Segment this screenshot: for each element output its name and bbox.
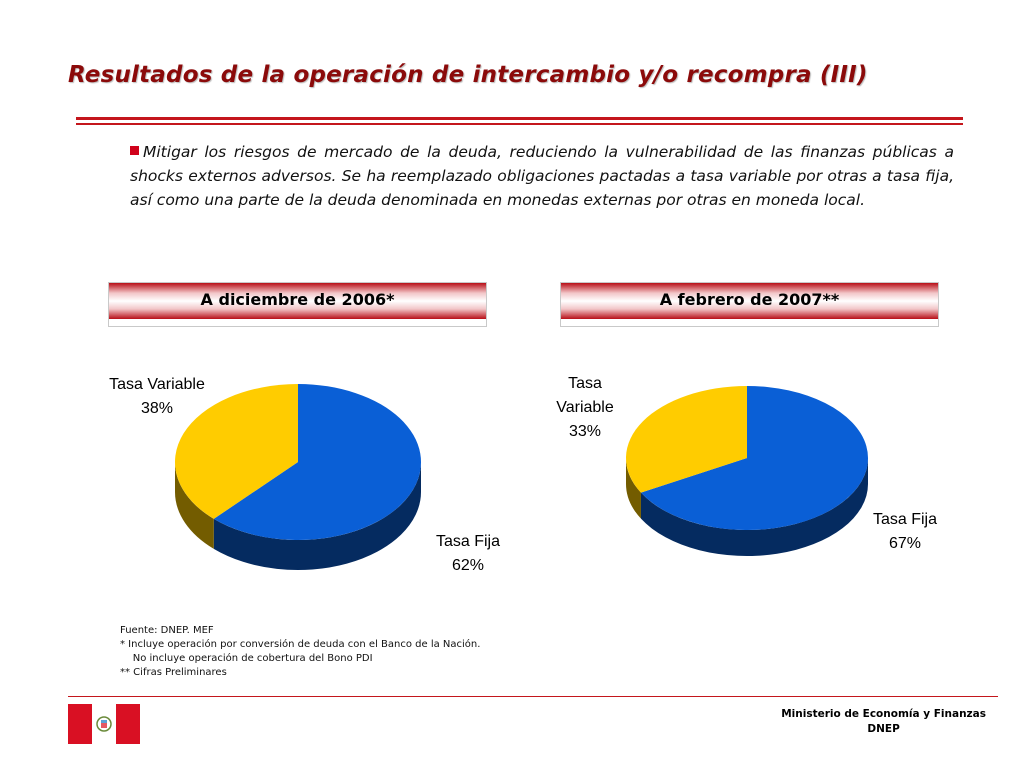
chart1-label-variable: Tasa Variable 38% (82, 373, 232, 421)
pie2007-slice-tasa-variable (626, 386, 747, 493)
chart2-fija-name: Tasa Fija (872, 511, 938, 528)
chart2-title: A febrero de 2007** (659, 290, 840, 309)
chart2-header: A febrero de 2007** (560, 282, 939, 327)
chart1-header: A diciembre de 2006* (108, 282, 487, 327)
coat-of-arms-icon (96, 716, 112, 732)
page-title: Resultados de la operación de intercambi… (68, 62, 868, 88)
chart2-variable-name: Tasa Variable (556, 375, 614, 416)
chart2-label-fija: Tasa Fija 67% (845, 508, 965, 556)
pie2006-slice-tasa-variable (175, 384, 298, 519)
pie2007-slice-tasa-fija (640, 386, 868, 530)
ministry-unit: DNEP (867, 723, 900, 735)
chart2-header-band (561, 283, 938, 319)
pie2007-side-tasa-fija (640, 458, 868, 556)
footer-rule (68, 696, 998, 697)
chart1-fija-name: Tasa Fija (435, 533, 501, 550)
footnotes: Fuente: DNEP. MEF * Incluye operación po… (120, 624, 480, 680)
footnote-3: ** Cifras Preliminares (120, 667, 227, 678)
chart2-fija-value: 67% (888, 535, 922, 552)
peru-flag-logo (68, 704, 140, 744)
pie2007-side-tasa-variable (626, 458, 641, 519)
bullet-square-icon (130, 146, 139, 155)
chart1-header-band (109, 283, 486, 319)
bullet-text: Mitigar los riesgos de mercado de la deu… (130, 143, 954, 209)
pie2006-side-tasa-fija (213, 462, 421, 570)
footnote-source: Fuente: DNEP. MEF (120, 625, 214, 636)
footnote-1: * Incluye operación por conversión de de… (120, 639, 481, 650)
bullet-paragraph: Mitigar los riesgos de mercado de la deu… (130, 140, 954, 212)
chart1-label-fija: Tasa Fija 62% (408, 530, 528, 578)
title-rule-bottom (76, 123, 963, 125)
chart2-label-variable: Tasa Variable 33% (540, 372, 630, 444)
ministry-name: Ministerio de Economía y Finanzas (781, 708, 986, 720)
chart1-fija-value: 62% (451, 557, 485, 574)
pie-chart-2006 (175, 384, 421, 570)
chart1-variable-value: 38% (140, 400, 174, 417)
title-rule-top (76, 117, 963, 120)
pie-chart-2007 (626, 386, 868, 556)
footnote-2: No incluye operación de cobertura del Bo… (120, 653, 373, 664)
chart1-variable-name: Tasa Variable (109, 376, 205, 393)
chart1-title: A diciembre de 2006* (200, 290, 395, 309)
pie2006-side-tasa-variable (175, 462, 214, 549)
chart2-variable-value: 33% (568, 423, 602, 440)
ministry-block: Ministerio de Economía y Finanzas DNEP (781, 707, 986, 737)
pie2006-slice-tasa-fija (213, 384, 421, 540)
